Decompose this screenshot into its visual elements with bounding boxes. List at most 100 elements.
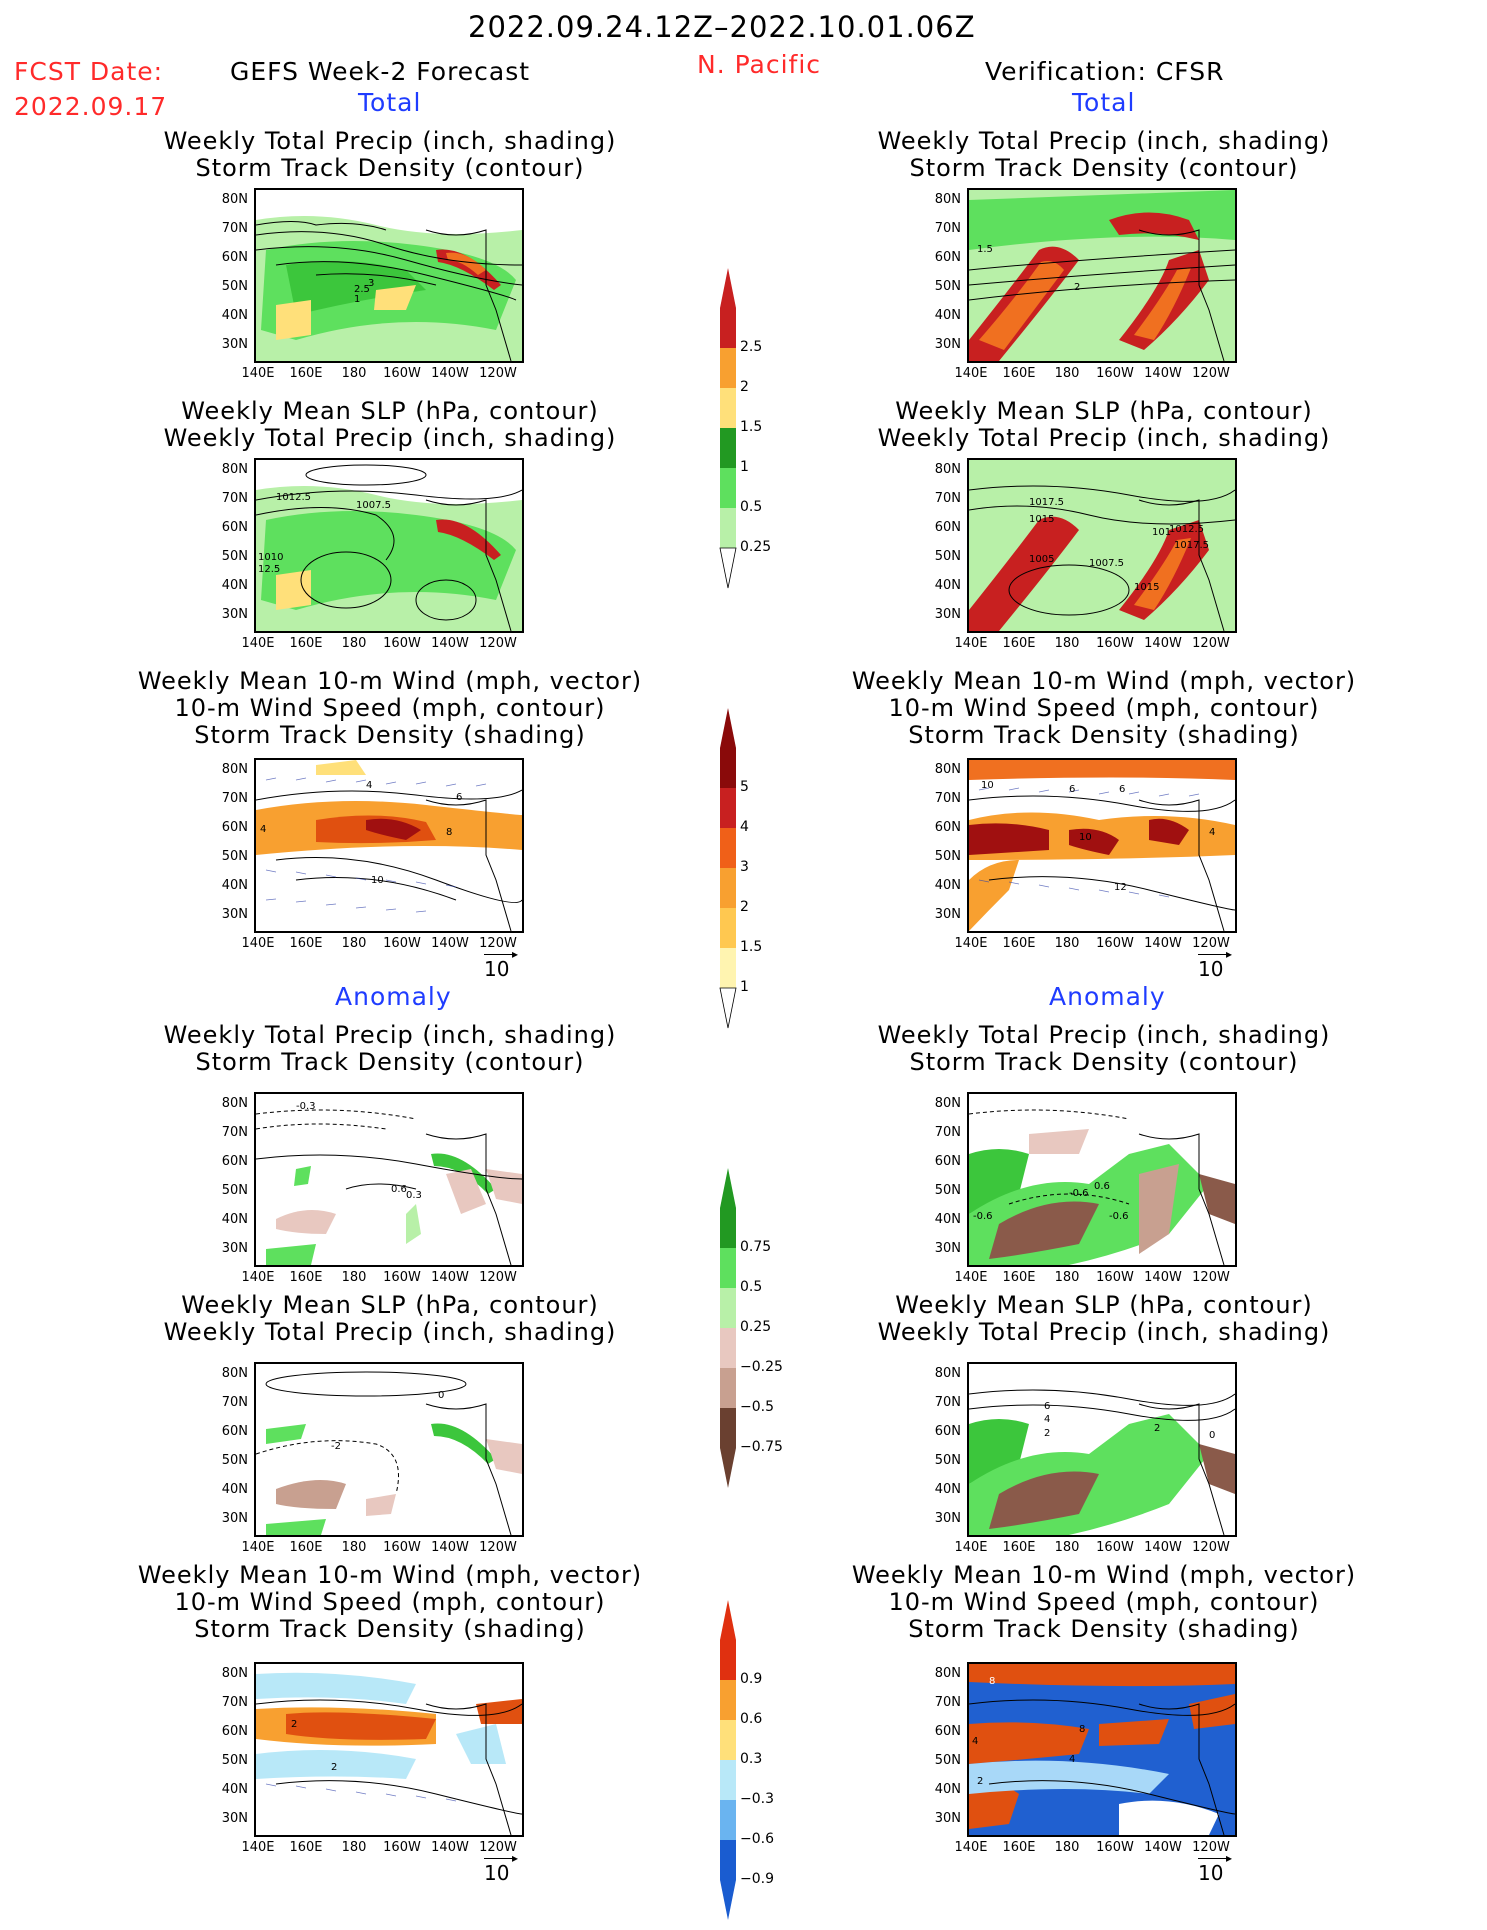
colorbar-tick-label: −0.5 (740, 1399, 774, 1415)
contour-label: 1012.5 (276, 492, 311, 503)
colorbar-tick-label: 5 (740, 779, 749, 795)
map-forecast-wind-anomaly: 2 2 (254, 1662, 524, 1837)
lon-tick-label: 140E (241, 366, 275, 381)
contour-label: 1017.5 (1174, 540, 1209, 551)
contour-label: 2 (331, 1762, 337, 1773)
colorbar-segment (720, 1800, 736, 1840)
colorbar-tick-label: 4 (740, 819, 749, 835)
colorbar-tick-label: −0.75 (740, 1439, 783, 1455)
colorbar-tick-label: −0.3 (740, 1791, 774, 1807)
panel-title: Weekly Mean SLP (hPa, contour) Weekly Tot… (163, 1291, 617, 1346)
lon-tick-label: 160E (289, 1270, 323, 1285)
colorbar-tick-label: 0.5 (740, 499, 763, 515)
lon-tick-label: 140E (241, 1270, 275, 1285)
lon-tick-label: 160E (289, 636, 323, 651)
lon-tick-label: 180 (341, 1540, 367, 1555)
lon-tick-label: 120W (1192, 1840, 1230, 1855)
panel-title: Weekly Total Precip (inch, shading) Storm… (877, 127, 1331, 182)
lon-tick-label: 140W (431, 1540, 469, 1555)
contour-label: 4 (972, 1736, 978, 1747)
lat-tick-label: 70N (221, 791, 248, 806)
lat-tick-label: 60N (221, 1724, 248, 1739)
lon-tick-label: 160E (289, 1840, 323, 1855)
colorbar-tick-label: 2 (740, 899, 749, 915)
lon-tick-label: 160W (1096, 1540, 1134, 1555)
colorbar-cap (720, 708, 736, 748)
lat-tick-label: 60N (934, 820, 961, 835)
colorbar-precip_anom (720, 1168, 736, 1488)
lon-tick-label: 120W (479, 936, 517, 951)
lon-tick-label: 160W (1096, 1270, 1134, 1285)
lat-tick-label: 60N (221, 1154, 248, 1169)
vector-reference-left-bottom: ▸ 10 (484, 1851, 518, 1885)
colorbar-tick-label: 2 (740, 379, 749, 395)
contour-label: 0.3 (406, 1190, 422, 1201)
lat-tick-label: 60N (934, 1154, 961, 1169)
lat-tick-label: 40N (221, 1482, 248, 1497)
lon-tick-label: 120W (1192, 366, 1230, 381)
lat-tick-label: 30N (934, 607, 961, 622)
panel-title: Weekly Mean SLP (hPa, contour) Weekly Tot… (163, 397, 617, 452)
panel-title: Weekly Mean 10-m Wind (mph, vector) 10-m … (137, 1561, 643, 1643)
lon-tick-label: 180 (1054, 1270, 1080, 1285)
contour-label: -0.6 (1109, 1211, 1129, 1222)
lon-tick-label: 140W (431, 636, 469, 651)
colorbar-segment (720, 788, 736, 828)
colorbar-segment (720, 468, 736, 508)
lon-tick-label: 160W (1096, 1840, 1134, 1855)
lat-tick-label: 60N (221, 1424, 248, 1439)
colorbar-segment (720, 348, 736, 388)
lat-tick-label: 50N (221, 1453, 248, 1468)
contour-label: 2 (291, 1719, 297, 1730)
colorbar-std_total (719, 708, 737, 1029)
contour-label: 8 (989, 1676, 995, 1687)
colorbar-tick-label: 1 (740, 979, 749, 995)
contour-label: 10 (981, 780, 994, 791)
map-verification-precip-total: 1.5 2 (967, 188, 1237, 363)
lat-tick-label: 60N (934, 1724, 961, 1739)
lat-tick-label: 30N (934, 337, 961, 352)
lon-tick-label: 160W (383, 1540, 421, 1555)
lat-tick-label: 70N (934, 1695, 961, 1710)
lat-tick-label: 60N (934, 250, 961, 265)
lon-tick-label: 140W (1144, 1270, 1182, 1285)
lon-tick-label: 140E (954, 636, 988, 651)
colorbar-tick-label: 0.9 (740, 1671, 763, 1687)
lon-tick-label: 160W (383, 366, 421, 381)
contour-label: 2 (1074, 282, 1080, 293)
vector-reference-right-top: ▸ 10 (1198, 947, 1232, 981)
verification-title: Verification: CFSR (985, 57, 1225, 86)
lat-tick-label: 80N (221, 1366, 248, 1381)
panel-title: Weekly Mean 10-m Wind (mph, vector) 10-m … (851, 667, 1357, 749)
lon-tick-label: 160E (289, 1540, 323, 1555)
lon-tick-label: 120W (1192, 636, 1230, 651)
colorbar-segment (720, 388, 736, 428)
colorbar-segment (720, 428, 736, 468)
lon-tick-label: 140E (954, 1270, 988, 1285)
lon-tick-label: 160W (1096, 936, 1134, 951)
lon-tick-label: 140W (431, 936, 469, 951)
contour-label: 12.5 (258, 564, 280, 575)
colorbar-tick-label: 0.75 (740, 1239, 772, 1255)
lat-tick-label: 80N (934, 762, 961, 777)
lon-tick-label: 160E (1002, 1840, 1036, 1855)
panel-title: Weekly Total Precip (inch, shading) Storm… (877, 1021, 1331, 1076)
lon-tick-label: 160W (383, 1840, 421, 1855)
contour-label: 4 (366, 780, 372, 791)
contour-label: 1005 (1029, 554, 1054, 565)
colorbar-segment (720, 828, 736, 868)
panel-title: Weekly Mean 10-m Wind (mph, vector) 10-m … (851, 1561, 1357, 1643)
lat-tick-label: 40N (934, 878, 961, 893)
contour-label: 0 (438, 1390, 444, 1401)
colorbar-cap (720, 1448, 736, 1488)
colorbar-segment (720, 1208, 736, 1248)
lat-tick-label: 80N (221, 462, 248, 477)
colorbar-cap (720, 268, 736, 308)
section-total-left: Total (358, 88, 422, 117)
lat-tick-label: 70N (934, 221, 961, 236)
contour-label: 0.6 (1094, 1181, 1110, 1192)
lon-tick-label: 120W (479, 1840, 517, 1855)
contour-label: 2 (1044, 1428, 1050, 1439)
map-forecast-wind-total: 4 6 8 10 4 (254, 758, 524, 933)
contour-label: 10 (371, 875, 384, 886)
